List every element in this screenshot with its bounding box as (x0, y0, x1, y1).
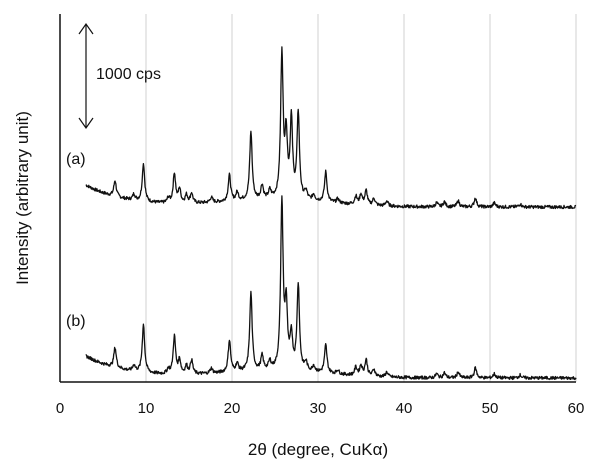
trace-b (85, 195, 577, 381)
scale-bar: 1000 cps (78, 22, 161, 130)
x-tick-label-50: 50 (482, 400, 499, 417)
x-tick-label-20: 20 (224, 400, 241, 417)
series-label-a: (a) (66, 151, 86, 168)
x-tick-label-10: 10 (138, 400, 155, 417)
scale-bar-arrowhead-top (78, 22, 94, 35)
x-tick-label-60: 60 (568, 400, 585, 417)
diffraction-traces (85, 46, 577, 381)
scale-bar-label: 1000 cps (96, 66, 161, 83)
x-tick-labels: 0 10 20 30 40 50 60 (56, 400, 585, 417)
series-label-b: (b) (66, 313, 86, 330)
x-tick-label-0: 0 (56, 400, 64, 417)
vertical-gridlines (145, 14, 577, 382)
trace-a (85, 46, 577, 210)
x-tick-label-30: 30 (310, 400, 327, 417)
scale-bar-arrowhead-bottom (78, 117, 94, 130)
x-axis-label: 2θ (degree, CuKα) (248, 440, 388, 459)
x-tick-label-40: 40 (396, 400, 413, 417)
y-axis-label: Intensity (arbitrary unit) (13, 111, 32, 285)
